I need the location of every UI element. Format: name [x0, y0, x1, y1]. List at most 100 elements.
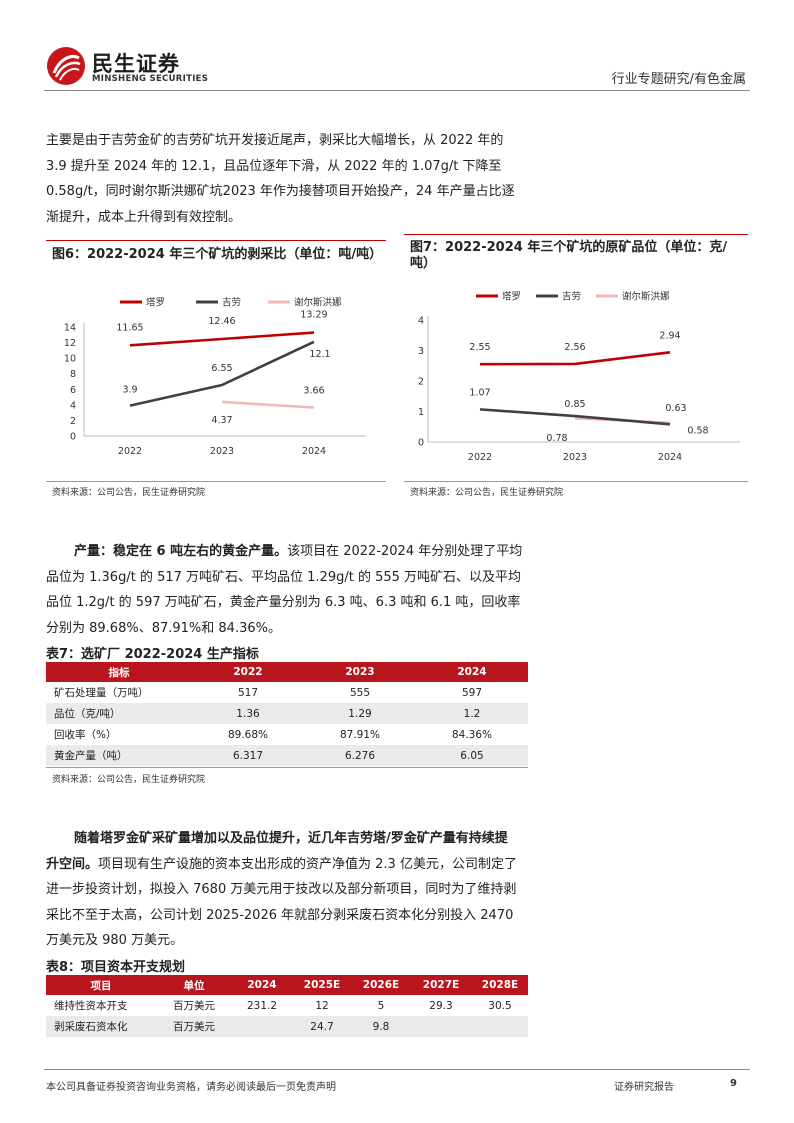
table-row: 剥采废石资本化 百万美元 24.7 9.8 [46, 1016, 528, 1037]
x-tick-label: 2024 [302, 446, 326, 457]
fig7-title-line: 图7：2022-2024 年三个矿坑的原矿品位（单位：克/ [410, 240, 728, 255]
fig7-source: 资料来源：公司公告，民生证券研究院 [410, 488, 564, 498]
data-label: 0.58 [687, 425, 708, 436]
y-tick-label: 0 [70, 432, 76, 443]
paragraph-line: 进一步投资计划，拟投入 7680 万美元用于技改以及部分新项目，同时为了维持剥 [46, 882, 517, 897]
paragraph-line: 主要是由于吉劳金矿的吉劳矿坑开发接近尾声，剥采比大幅增长，从 2022 年的 [46, 133, 504, 148]
table7-title: 表7：选矿厂 2022-2024 生产指标 [46, 647, 259, 662]
table-cell: 6.317 [192, 745, 304, 766]
fig6-title: 图6：2022-2024 年三个矿坑的剥采比（单位：吨/吨） [52, 247, 383, 262]
table-cell [410, 1016, 472, 1037]
paragraph-2-lead: 产量：稳定在 6 吨左右的黄金产量。 [74, 544, 288, 559]
paragraph-3-lead: 随着塔罗金矿采矿量增加以及品位提升，近几年吉劳塔/罗金矿产量有持续提 [74, 831, 508, 846]
data-label: 6.55 [211, 363, 232, 374]
y-tick-label: 12 [64, 338, 76, 349]
table-header-cell: 2027E [410, 975, 472, 995]
page-number: 9 [730, 1078, 737, 1089]
paragraph-line: 万美元及 980 万美元。 [46, 933, 184, 948]
table-header-cell: 项目 [46, 975, 156, 995]
paragraph-3-lead-end: 升空间。 [46, 856, 99, 872]
x-tick-label: 2022 [118, 446, 142, 457]
paragraph-line: 0.58g/t，同时谢尔斯洪娜矿坑2023 年作为接替项目开始投产，24 年产量… [46, 184, 515, 199]
table-cell: 回收率（%） [54, 729, 117, 741]
legend-label: 谢尔斯洪娜 [622, 291, 670, 303]
fig7-title: 图7：2022-2024 年三个矿坑的原矿品位（单位：克/ 吨） [410, 240, 746, 272]
paragraph-line: 分别为 89.68%、87.91%和 84.36%。 [46, 620, 281, 636]
table-cell: 555 [349, 686, 371, 699]
x-tick-label: 2023 [563, 452, 587, 463]
data-label: 12.1 [309, 349, 330, 360]
series-line-2 [221, 400, 315, 409]
footer-disclaimer: 本公司具备证券投资咨询业务资格，请务必阅读最后一页免责声明 [46, 1082, 336, 1093]
table-row: 回收率（%） 89.68% 87.91% 84.36% [46, 724, 528, 745]
table-cell: 12 [315, 999, 329, 1012]
table-cell: 1.2 [416, 703, 528, 724]
table-cell: 29.3 [429, 999, 453, 1012]
table-cell [232, 1016, 292, 1037]
data-label: 2.94 [659, 330, 680, 341]
paragraph-3: 随着塔罗金矿采矿量增加以及品位提升，近几年吉劳塔/罗金矿产量有持续提 升空间。项… [46, 826, 536, 954]
table-cell: 黄金产量（吨） [46, 745, 192, 766]
data-label: 0.85 [564, 399, 585, 410]
x-tick-label: 2023 [210, 446, 234, 457]
series-line-0 [479, 351, 671, 366]
paragraph-line: 产量：稳定在 6 吨左右的黄金产量。该项目在 2022-2024 年分别处理了平… [46, 539, 536, 565]
data-label: 12.46 [208, 316, 235, 327]
table-cell: 87.91% [339, 728, 381, 741]
logo-english-name: MINSHENG SECURITIES [92, 74, 209, 84]
table-cell: 517 [237, 686, 259, 699]
legend-label: 吉劳 [222, 297, 241, 309]
fig6-bottom-rule [46, 481, 386, 482]
data-label: 0.78 [546, 433, 567, 444]
y-tick-label: 0 [418, 438, 424, 449]
fig7-title-line: 吨） [410, 256, 437, 271]
table-row: 黄金产量（吨） 6.317 6.276 6.05 [46, 745, 528, 766]
paragraph-1: 主要是由于吉劳金矿的吉劳矿坑开发接近尾声，剥采比大幅增长，从 2022 年的 3… [46, 128, 526, 230]
table-cell [472, 1016, 528, 1037]
table-cell: 矿石处理量（万吨） [54, 687, 149, 699]
data-label: 3.9 [122, 385, 137, 396]
y-tick-label: 1 [418, 407, 424, 418]
table-cell: 维持性资本开支 [54, 1000, 128, 1012]
logo-chinese-name: 民生证券 [92, 52, 180, 76]
table-cell: 1.36 [192, 703, 304, 724]
y-tick-label: 2 [70, 416, 76, 427]
data-label: 1.07 [469, 387, 490, 398]
y-tick-label: 6 [70, 385, 76, 396]
series-line-1 [129, 340, 315, 407]
x-tick-label: 2024 [658, 452, 682, 463]
table-cell: 89.68% [227, 728, 269, 741]
paragraph-2-rest: 该项目在 2022-2024 年分别处理了平均 [287, 544, 523, 559]
table8: 项目 单位 2024 2025E 2026E 2027E 2028E 维持性资本… [46, 975, 528, 1037]
paragraph-line: 渐提升，成本上升得到有效控制。 [46, 209, 242, 225]
y-tick-label: 14 [64, 323, 76, 334]
paragraph-line: 品位 1.2g/t 的 597 万吨矿石，黄金产量分别为 6.3 吨、6.3 吨… [46, 595, 521, 610]
table-cell: 5 [377, 999, 385, 1012]
data-label: 0.63 [665, 403, 686, 414]
table-header-cell: 2025E [292, 975, 352, 995]
data-label: 13.29 [300, 310, 327, 321]
legend-label: 谢尔斯洪娜 [294, 297, 342, 309]
paragraph-3-rest: 项目现有生产设施的资本支出形成的资产净值为 2.3 亿美元，公司制定了 [98, 856, 517, 872]
table7-bottom-rule [46, 767, 528, 768]
table-cell: 597 [461, 686, 483, 699]
table-header-cell: 2023 [304, 662, 416, 682]
data-label: 2.56 [564, 342, 585, 353]
table-header-cell: 2022 [192, 662, 304, 682]
fig6-source: 资料来源：公司公告，民生证券研究院 [52, 488, 206, 498]
paragraph-line: 升空间。项目现有生产设施的资本支出形成的资产净值为 2.3 亿美元，公司制定了 [46, 852, 536, 878]
paragraph-line: 采比不至于太高，公司计划 2025-2026 年就部分剥采废石资本化分别投入 2… [46, 907, 514, 923]
report-section: 行业专题研究/有色金属 [611, 72, 746, 87]
data-label: 11.65 [116, 322, 143, 333]
footer-divider [44, 1069, 750, 1070]
table-cell: 231.2 [246, 999, 278, 1012]
data-label: 3.66 [303, 386, 324, 397]
table-cell: 6.276 [304, 745, 416, 766]
table-cell: 9.8 [352, 1016, 410, 1037]
table-row: 矿石处理量（万吨） 517 555 597 [46, 682, 528, 703]
table-cell: 1.29 [304, 703, 416, 724]
series-line-1 [479, 408, 671, 426]
table-cell: 品位（克/吨） [46, 703, 192, 724]
y-tick-label: 3 [418, 346, 424, 357]
y-tick-label: 4 [70, 400, 76, 411]
